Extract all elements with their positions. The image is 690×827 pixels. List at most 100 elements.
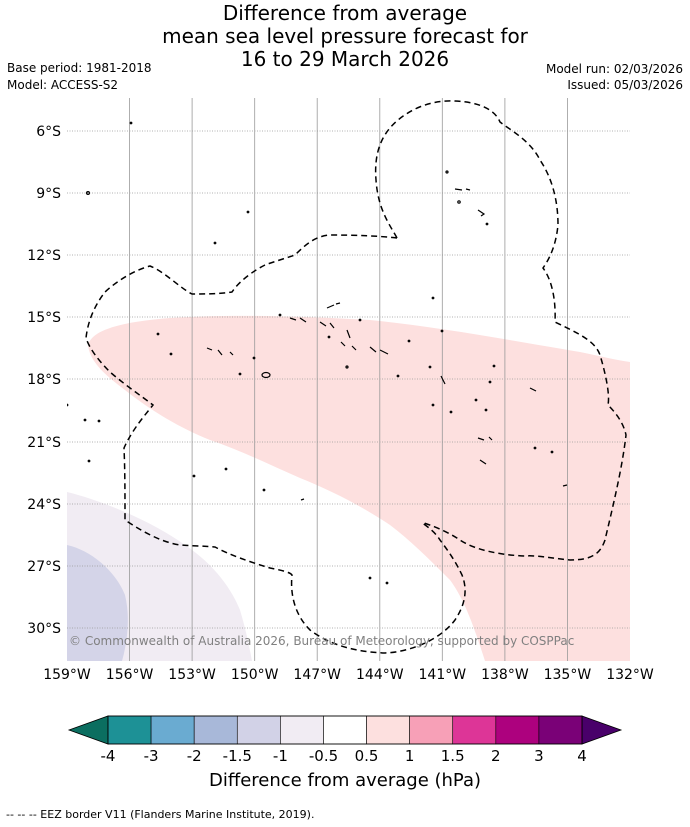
island <box>213 241 217 245</box>
island <box>484 408 488 412</box>
anomaly-region-positive-0-5 <box>88 315 630 661</box>
island <box>431 296 435 300</box>
colorbar-segment <box>150 715 195 745</box>
island <box>346 329 351 339</box>
island <box>169 352 173 356</box>
colorbar-segment <box>193 715 238 745</box>
colorbar-segment <box>236 715 281 745</box>
island <box>369 346 389 355</box>
island <box>562 484 568 487</box>
island <box>192 474 196 478</box>
island <box>246 210 250 214</box>
colorbar-tick-label: -3 <box>144 747 159 765</box>
lat-tick-label: 15°S <box>27 310 61 326</box>
map-gridlines <box>67 98 630 661</box>
lat-tick-label: 12°S <box>27 248 61 264</box>
colorbar-tick-label: -4 <box>101 747 116 765</box>
island <box>87 459 91 463</box>
issued-label: Issued: 05/03/2026 <box>567 78 683 92</box>
lat-tick-label: 18°S <box>27 372 61 388</box>
island <box>83 418 87 422</box>
island <box>97 419 101 423</box>
island <box>440 375 446 385</box>
lat-tick-label: 9°S <box>36 186 61 202</box>
island <box>431 403 435 407</box>
island <box>300 498 305 501</box>
colorbar-segment <box>495 715 540 745</box>
map-plot-area: © Commonwealth of Australia 2026, Bureau… <box>67 98 630 661</box>
island <box>488 380 492 384</box>
island <box>85 191 90 196</box>
island <box>477 436 493 441</box>
island <box>345 365 349 369</box>
island <box>327 335 331 339</box>
lon-tick-label: 144°W <box>356 667 404 683</box>
colorbar-under-arrow <box>67 715 109 745</box>
islands <box>67 121 568 585</box>
colorbar-segment <box>538 715 583 745</box>
lon-tick-label: 150°W <box>231 667 279 683</box>
island <box>454 188 471 191</box>
colorbar-segment <box>452 715 497 745</box>
colorbar-tick-label: 1.5 <box>441 747 465 765</box>
island <box>261 371 271 379</box>
island <box>428 365 432 369</box>
colorbar-segment <box>107 715 152 745</box>
lat-tick-label: 30°S <box>27 621 61 637</box>
lat-axis: 6°S 9°S 12°S 15°S 18°S 21°S 24°S 27°S 30… <box>27 124 61 637</box>
lon-tick-label: 147°W <box>293 667 341 683</box>
colorbar-frame <box>107 715 583 745</box>
eez-footnote: -- -- -- EEZ border V11 (Flanders Marine… <box>6 808 315 821</box>
colorbar-segment <box>409 715 454 745</box>
lon-tick-label: 153°W <box>168 667 216 683</box>
model-run-label: Model run: 02/03/2026 <box>545 62 683 76</box>
lon-tick-label: 138°W <box>481 667 529 683</box>
island <box>445 170 449 174</box>
lat-tick-label: 21°S <box>27 435 61 451</box>
lon-tick-label: 132°W <box>606 667 654 683</box>
island <box>550 450 554 454</box>
copyright-notice: © Commonwealth of Australia 2026, Bureau… <box>69 634 574 648</box>
lat-tick-label: 6°S <box>36 124 61 140</box>
lat-tick-label: 24°S <box>27 497 61 513</box>
colorbar-tick-label: 3 <box>534 747 544 765</box>
island <box>529 387 537 392</box>
lon-tick-label: 159°W <box>43 667 91 683</box>
colorbar-over-arrow <box>581 715 623 745</box>
model-label: Model: ACCESS-S2 <box>7 78 119 92</box>
island <box>326 302 341 309</box>
colorbar-tick-label: -1 <box>273 747 288 765</box>
colorbar-tick-label: -0.5 <box>309 747 338 765</box>
island <box>289 317 307 323</box>
lon-tick-label: 156°W <box>106 667 154 683</box>
island <box>368 576 372 580</box>
colorbar-segment <box>366 715 410 745</box>
map-title-line-1: Difference from average <box>222 1 468 25</box>
map-title-line-2: mean sea level pressure forecast for <box>162 24 528 48</box>
lon-tick-label: 135°W <box>544 667 592 683</box>
colorbar-title: Difference from average (hPa) <box>208 770 482 791</box>
island <box>358 318 362 322</box>
eez-border <box>85 234 466 654</box>
island <box>238 372 242 376</box>
island <box>396 374 400 378</box>
island <box>385 581 389 585</box>
island <box>440 329 444 333</box>
island <box>129 121 133 125</box>
island <box>449 410 453 414</box>
colorbar-tick-label: 2 <box>491 747 501 765</box>
lat-tick-label: 27°S <box>27 559 61 575</box>
map-title-line-3: 16 to 29 March 2026 <box>240 47 450 71</box>
island <box>67 403 69 407</box>
island <box>479 459 487 465</box>
colorbar-tick-label: 0.5 <box>355 747 379 765</box>
colorbar-segment <box>323 715 367 745</box>
island <box>252 356 256 360</box>
island <box>319 321 335 329</box>
island <box>340 341 357 351</box>
island <box>206 347 234 356</box>
island <box>533 446 537 450</box>
colorbar-tick-label: 4 <box>577 747 587 765</box>
colorbar-tick-label: -2 <box>187 747 202 765</box>
